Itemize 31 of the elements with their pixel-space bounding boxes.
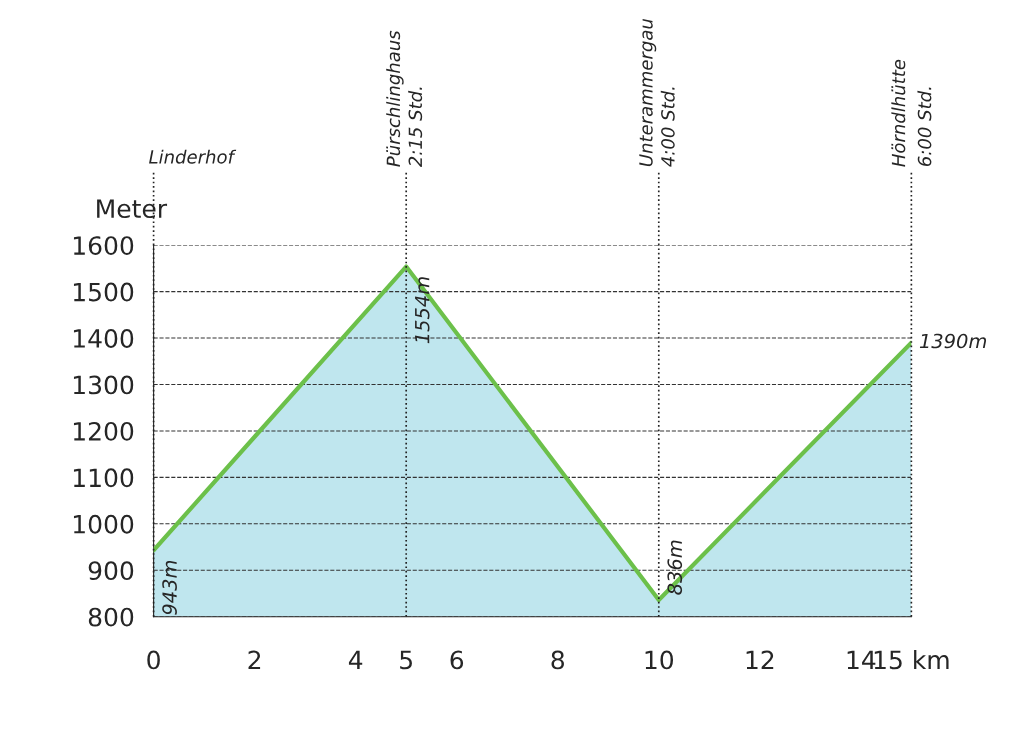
y-tick-label: 1200 [73, 421, 134, 441]
y-tick-label: 1600 [73, 236, 134, 256]
x-tick-label: 14 [847, 650, 876, 670]
annotation: 4:00 Std. [660, 87, 675, 167]
data-label: 943m [162, 560, 177, 615]
data-label: 1554m [415, 277, 430, 344]
x-tick-label: 4 [348, 650, 363, 670]
ref-line-label: Pürschlinghaus [386, 30, 404, 167]
y-tick-label: 1000 [73, 514, 134, 534]
x-tick-label: 15 km [874, 650, 949, 670]
y-tick-label: 1300 [73, 375, 134, 395]
x-tick-label: 12 [746, 650, 774, 670]
x-tick-label: 8 [551, 650, 564, 670]
ref-line-label: Unterammergau [639, 18, 657, 167]
x-tick-label: 2 [248, 650, 261, 670]
y-axis-title: Meter [97, 199, 168, 219]
ref-line-label: Hörndlhütte [891, 59, 906, 167]
ref-line-label: Linderhof [149, 149, 237, 164]
data-label: 1390m [919, 333, 987, 349]
text: 6:00 Std. [917, 87, 932, 167]
x-tick-label: 10 [645, 650, 674, 670]
y-tick-label: 1400 [73, 329, 134, 348]
x-tick-label: 6 [450, 650, 464, 670]
y-tick-label: 900 [88, 561, 134, 581]
y-tick-label: 1500 [73, 282, 134, 302]
x-tick-label: 5 [400, 650, 412, 670]
x-tick-label: 0 [147, 650, 160, 670]
y-tick-label: 800 [88, 607, 134, 627]
y-tick-label: 1100 [73, 468, 134, 488]
data-label: 836m [667, 540, 683, 595]
annotation: 2:15 Std. [408, 87, 423, 168]
